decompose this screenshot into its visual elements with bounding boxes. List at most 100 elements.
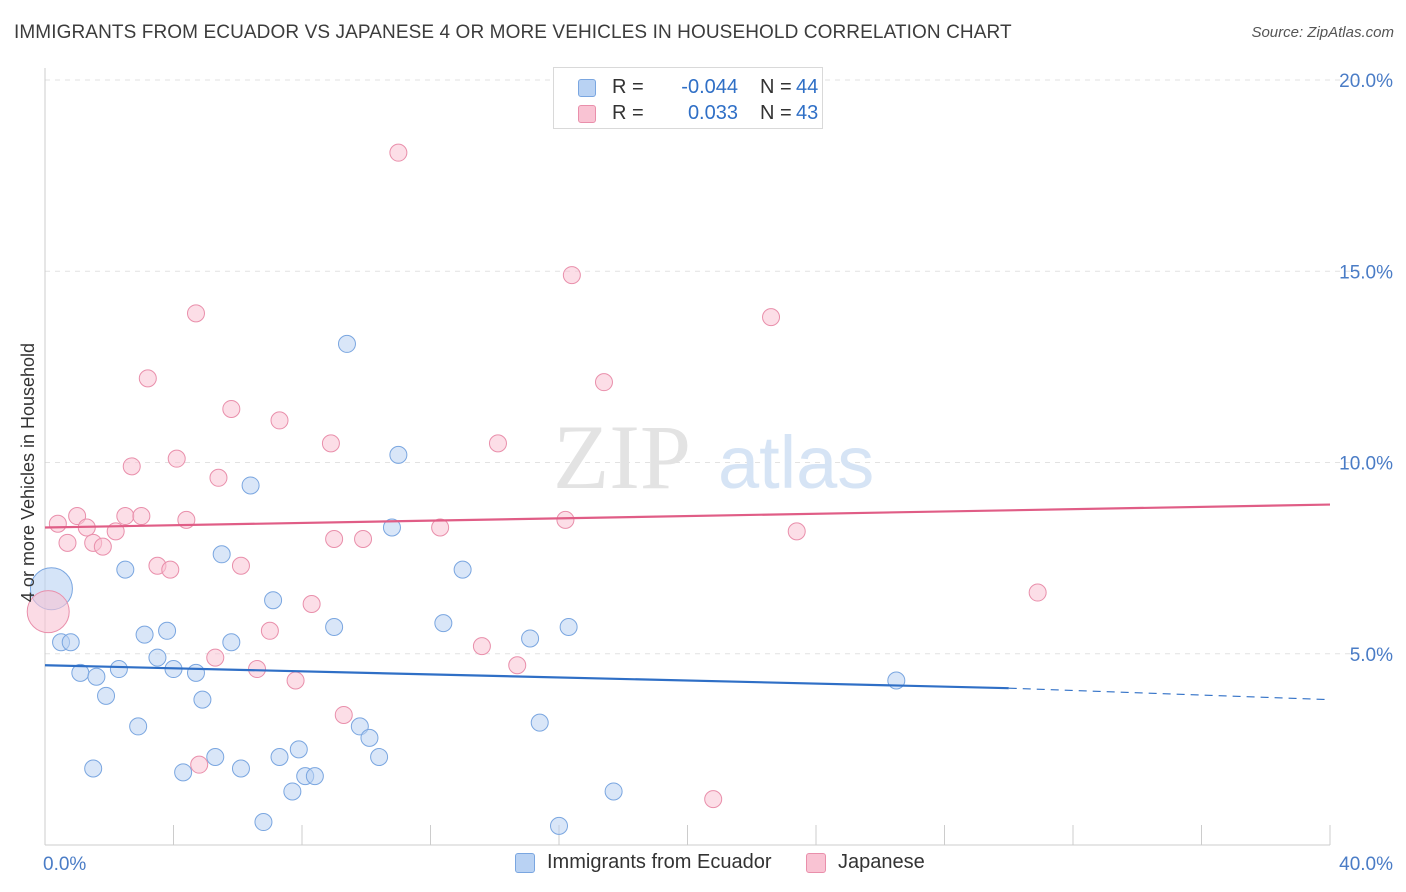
point-ecuador bbox=[289, 740, 308, 759]
point-ecuador bbox=[264, 591, 283, 610]
point-japanese bbox=[190, 755, 209, 774]
point-japanese bbox=[354, 530, 373, 548]
point-ecuador bbox=[206, 748, 225, 767]
legend-n-value-japanese: 43 bbox=[796, 102, 819, 124]
axis-labels: 5.0% 10.0% 15.0% 20.0% 0.0% 40.0% 4 or more Ve… bbox=[18, 71, 1393, 875]
point-ecuador bbox=[158, 621, 177, 640]
point-ecuador bbox=[129, 717, 148, 736]
point-ecuador bbox=[222, 633, 241, 652]
point-japanese bbox=[58, 533, 77, 552]
point-ecuador bbox=[84, 759, 103, 778]
point-japanese bbox=[334, 705, 353, 724]
legend-r-label: R = bbox=[612, 76, 644, 98]
point-japanese bbox=[68, 507, 87, 526]
point-ecuador bbox=[87, 667, 106, 686]
legend-n-value-ecuador: 44 bbox=[796, 76, 819, 98]
legend-n-label: N = bbox=[760, 102, 792, 124]
data-points bbox=[26, 143, 1047, 835]
point-ecuador bbox=[186, 663, 205, 682]
point-ecuador bbox=[212, 545, 231, 564]
axes bbox=[44, 68, 1331, 846]
legend-swatch-japanese bbox=[578, 105, 596, 123]
trend-line-ecuador bbox=[44, 664, 1009, 690]
point-japanese bbox=[488, 434, 507, 453]
point-japanese bbox=[206, 648, 225, 667]
point-japanese bbox=[762, 308, 781, 327]
point-ecuador bbox=[148, 648, 167, 667]
watermark-zip: ZIP bbox=[553, 406, 691, 508]
point-japanese bbox=[186, 304, 205, 323]
y-tick-label: 15.0% bbox=[1339, 262, 1393, 283]
point-ecuador bbox=[604, 782, 623, 801]
watermark-atlas: atlas bbox=[718, 421, 874, 504]
point-japanese bbox=[132, 507, 151, 526]
point-japanese bbox=[122, 457, 141, 476]
point-ecuador bbox=[370, 748, 389, 767]
trend-lines bbox=[44, 503, 1331, 701]
y-tick-label: 20.0% bbox=[1339, 71, 1393, 92]
point-japanese bbox=[302, 595, 321, 614]
legend-r-value-ecuador: -0.044 bbox=[681, 76, 738, 98]
point-ecuador bbox=[231, 759, 250, 778]
point-japanese bbox=[594, 373, 613, 392]
point-ecuador bbox=[521, 629, 540, 648]
point-ecuador bbox=[193, 690, 212, 709]
point-ecuador bbox=[382, 518, 401, 537]
chart-title: IMMIGRANTS FROM ECUADOR VS JAPANESE 4 OR… bbox=[14, 22, 1012, 43]
legend-swatch-japanese bbox=[806, 853, 826, 873]
point-ecuador bbox=[109, 660, 128, 679]
point-ecuador bbox=[453, 560, 472, 579]
point-japanese bbox=[48, 514, 67, 533]
point-japanese bbox=[321, 434, 340, 453]
point-ecuador bbox=[283, 782, 302, 801]
point-ecuador bbox=[97, 686, 116, 705]
point-japanese bbox=[472, 637, 491, 656]
source-credit: Source: ZipAtlas.com bbox=[1251, 24, 1394, 41]
legend-label-ecuador: Immigrants from Ecuador bbox=[547, 851, 772, 873]
point-japanese bbox=[562, 266, 581, 285]
y-axis-label: 4 or more Vehicles in Household bbox=[18, 343, 38, 602]
point-japanese bbox=[209, 468, 228, 487]
x-tick-label: 0.0% bbox=[43, 854, 86, 875]
watermark: ZIP atlas bbox=[553, 406, 874, 508]
point-ecuador bbox=[254, 813, 273, 832]
point-japanese bbox=[325, 530, 344, 548]
legend-swatch-ecuador bbox=[578, 79, 596, 97]
point-japanese bbox=[286, 671, 305, 690]
point-japanese bbox=[270, 411, 289, 430]
point-ecuador bbox=[135, 625, 154, 644]
point-japanese bbox=[431, 518, 450, 537]
legend-n-label: N = bbox=[760, 76, 792, 98]
point-ecuador bbox=[389, 445, 408, 464]
legend-r-value-japanese: 0.033 bbox=[687, 102, 738, 124]
point-japanese bbox=[93, 537, 112, 556]
point-japanese bbox=[556, 510, 575, 529]
x-tick-label: 40.0% bbox=[1339, 854, 1393, 875]
correlation-legend: R = -0.044 N = 44 R = 0.033 N = 43 bbox=[553, 67, 823, 129]
point-ecuador bbox=[550, 816, 568, 835]
point-ecuador bbox=[434, 614, 453, 633]
point-ecuador bbox=[241, 476, 260, 495]
point-ecuador bbox=[305, 767, 324, 786]
point-japanese bbox=[138, 369, 157, 388]
point-japanese bbox=[508, 656, 527, 675]
point-japanese bbox=[116, 507, 135, 526]
point-ecuador bbox=[174, 763, 193, 782]
point-ecuador bbox=[337, 334, 356, 353]
point-japanese bbox=[161, 560, 180, 579]
point-japanese bbox=[26, 590, 70, 634]
point-japanese bbox=[389, 143, 408, 162]
point-japanese bbox=[222, 399, 241, 418]
trend-line-japanese bbox=[44, 503, 1331, 529]
point-ecuador bbox=[325, 617, 344, 636]
point-ecuador bbox=[350, 717, 369, 736]
y-tick-label: 5.0% bbox=[1350, 645, 1393, 666]
point-japanese bbox=[231, 556, 250, 575]
point-ecuador bbox=[270, 748, 289, 767]
point-japanese bbox=[167, 449, 186, 468]
point-japanese bbox=[787, 522, 806, 541]
point-ecuador bbox=[61, 633, 80, 652]
point-ecuador bbox=[530, 713, 549, 732]
legend-r-label: R = bbox=[612, 102, 644, 124]
